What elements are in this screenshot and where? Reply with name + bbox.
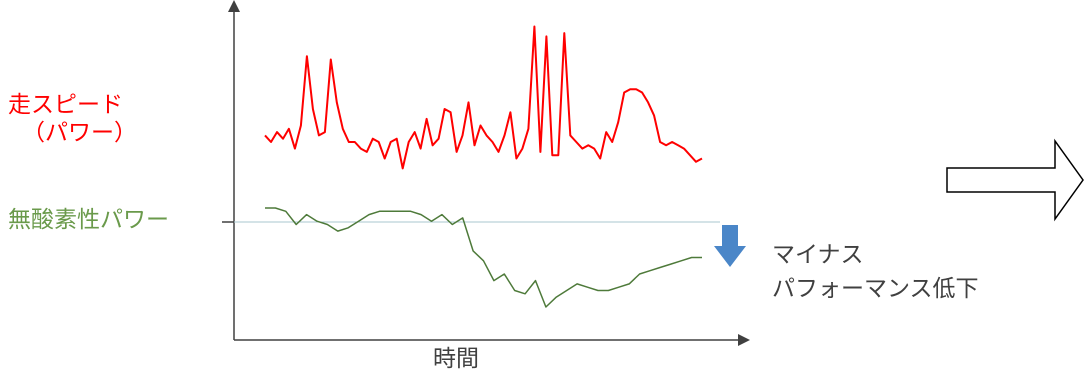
note-line1: マイナス [772,242,864,268]
right-arrow-icon [946,138,1084,222]
speed-label-line1: 走スピード [8,92,123,118]
speed-label-line2: （パワー） [22,119,137,146]
x-axis-label: 時間 [433,346,479,372]
speed-series-label: 走スピード （パワー） [8,92,137,147]
anaerobic-series-line [265,207,702,308]
note-line2: パフォーマンス低下 [772,275,979,302]
anaerobic-series-label: 無酸素性パワー [8,207,169,233]
performance-note: マイナス パフォーマンス低下 [772,242,979,303]
down-arrow-icon [714,225,746,267]
speed-series-line [264,25,703,170]
